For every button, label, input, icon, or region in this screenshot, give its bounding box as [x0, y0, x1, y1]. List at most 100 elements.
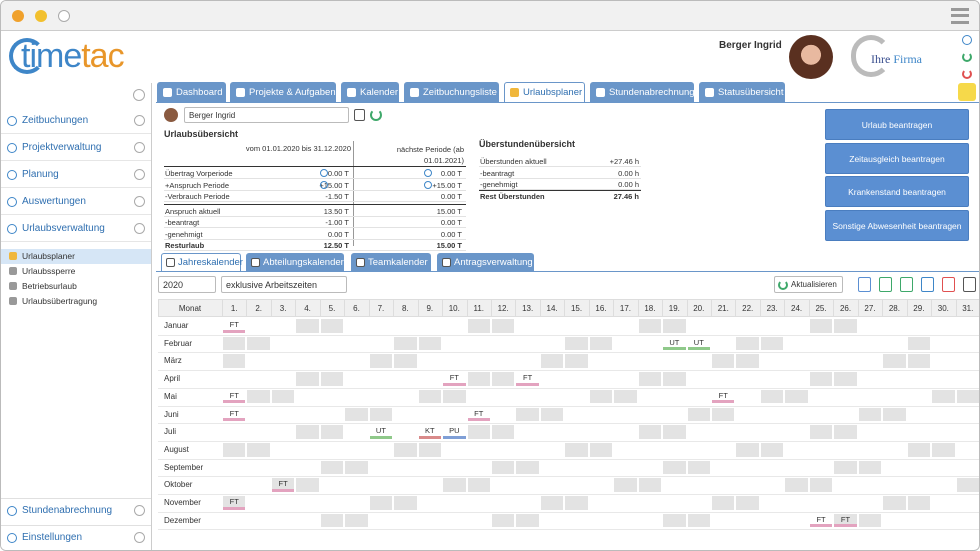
subtab[interactable]: Antragsverwaltung: [437, 253, 534, 271]
row-line: [158, 529, 979, 531]
action-button[interactable]: Krankenstand beantragen: [825, 176, 969, 207]
absence-entry[interactable]: FT: [222, 407, 246, 423]
nav-item[interactable]: Projektverwaltung: [22, 142, 102, 153]
weekend-cell: [760, 442, 784, 457]
day-label: 17.: [619, 304, 631, 313]
help-icon[interactable]: [134, 115, 145, 126]
help-icon[interactable]: [134, 223, 145, 234]
avatar[interactable]: [789, 35, 833, 79]
window-dot[interactable]: [58, 10, 70, 22]
absence-entry[interactable]: FT: [222, 495, 246, 511]
absence-entry[interactable]: FT: [809, 513, 833, 529]
sub-item[interactable]: Betriebsurlaub: [22, 281, 77, 291]
absence-code: FT: [449, 373, 459, 383]
absence-entry[interactable]: FT: [222, 389, 246, 405]
weekend-cell: [369, 407, 393, 422]
refresh-button[interactable]: Aktualisieren: [774, 276, 843, 293]
absence-code: FT: [229, 408, 239, 418]
day-label: 28.: [888, 304, 900, 313]
mode-select[interactable]: exklusive Arbeitszeiten: [221, 276, 347, 293]
active-row: [1, 249, 151, 264]
info-icon[interactable]: [424, 169, 432, 177]
year-select[interactable]: 2020: [158, 276, 216, 293]
action-button[interactable]: Urlaub beantragen: [825, 109, 969, 140]
help-icon[interactable]: [134, 142, 145, 153]
tab[interactable]: Zeitbuchungsliste: [404, 82, 499, 102]
logout-icon[interactable]: [962, 69, 972, 79]
weekend-cell: [467, 478, 490, 492]
nav-item[interactable]: Einstellungen: [22, 532, 83, 543]
weekend-cell: [565, 336, 588, 351]
cell: 0.00 h: [618, 168, 639, 178]
absence-entry[interactable]: UT: [687, 336, 711, 352]
sub-item[interactable]: Urlaubsübertragung: [22, 296, 98, 306]
sub-item[interactable]: Urlaubsplaner: [22, 251, 75, 261]
lock-icon[interactable]: [354, 109, 365, 121]
weekend-cell: [247, 442, 270, 457]
column-line: [784, 299, 786, 317]
absence-entry[interactable]: FT: [467, 407, 491, 423]
window-dot[interactable]: [12, 10, 24, 22]
absence-entry[interactable]: UT: [369, 424, 393, 440]
absence-entry[interactable]: FT: [222, 318, 246, 334]
absence-entry[interactable]: PU: [442, 424, 466, 440]
company-name: Ihre Firma: [871, 52, 922, 67]
subtab[interactable]: Teamkalender: [351, 253, 431, 271]
weekend-cell: [540, 496, 564, 510]
tab-label: Stundenabrechnung: [609, 87, 695, 98]
absence-entry[interactable]: KT: [418, 424, 442, 440]
tab[interactable]: Urlaubsplaner: [504, 82, 585, 102]
help-icon[interactable]: [134, 196, 145, 207]
help-icon[interactable]: [962, 35, 972, 45]
nav-item[interactable]: Stundenabrechnung: [22, 505, 113, 516]
subtab[interactable]: Jahreskalender: [161, 253, 243, 271]
nav-item[interactable]: Auswertungen: [22, 196, 86, 207]
nav-item[interactable]: Planung: [22, 169, 59, 180]
sub-item[interactable]: Urlaubssperre: [22, 266, 76, 276]
tab[interactable]: Statusübersicht: [699, 82, 785, 102]
weekend-cell: [589, 442, 613, 457]
action-button[interactable]: Zeitausgleich beantragen: [825, 143, 969, 174]
nav-item[interactable]: Zeitbuchungen: [22, 115, 89, 126]
export-icon[interactable]: [858, 277, 871, 292]
weekend-cell: [907, 336, 931, 351]
export-icon[interactable]: [942, 277, 955, 292]
absence-entry[interactable]: UT: [662, 336, 686, 352]
reload-icon[interactable]: [962, 52, 972, 62]
help-icon[interactable]: [134, 532, 145, 543]
collapse-button[interactable]: [133, 89, 145, 101]
info-icon[interactable]: [320, 180, 328, 189]
subtab[interactable]: Abteilungskalender: [246, 253, 344, 271]
tab[interactable]: Kalender: [341, 82, 399, 102]
window-dot[interactable]: [35, 10, 47, 22]
help-icon[interactable]: [134, 169, 145, 180]
row-label: -beantragt: [165, 218, 200, 227]
absence-entry[interactable]: FT: [271, 477, 295, 493]
absence-entry[interactable]: FT: [711, 389, 735, 405]
column-line: [833, 299, 835, 317]
help-icon[interactable]: [134, 505, 145, 516]
info-icon[interactable]: [320, 169, 328, 177]
tab-icon: [356, 258, 365, 267]
column-line: [955, 299, 957, 317]
tip-icon[interactable]: [958, 83, 976, 101]
export-icon[interactable]: [921, 277, 934, 292]
absence-entry[interactable]: FT: [442, 371, 466, 387]
export-icon[interactable]: [963, 277, 976, 292]
refresh-icon[interactable]: [370, 109, 382, 121]
export-icon[interactable]: [900, 277, 913, 292]
export-icon[interactable]: [879, 277, 892, 292]
tab[interactable]: Projekte & Aufgaben: [230, 82, 336, 102]
absence-entry[interactable]: FT: [515, 371, 539, 387]
tab[interactable]: Dashboard: [157, 82, 226, 102]
user-select[interactable]: Berger Ingrid: [184, 107, 349, 123]
info-icon[interactable]: [424, 180, 432, 189]
column-line: [882, 299, 884, 317]
column-line: [662, 299, 664, 317]
nav-item[interactable]: Urlaubsverwaltung: [22, 223, 105, 234]
table-line: [164, 189, 466, 191]
menu-icon[interactable]: [951, 8, 969, 24]
tab[interactable]: Stundenabrechnung: [590, 82, 695, 102]
action-button[interactable]: Sonstige Abwesenheit beantragen: [825, 210, 969, 241]
absence-entry[interactable]: FT: [833, 513, 857, 529]
